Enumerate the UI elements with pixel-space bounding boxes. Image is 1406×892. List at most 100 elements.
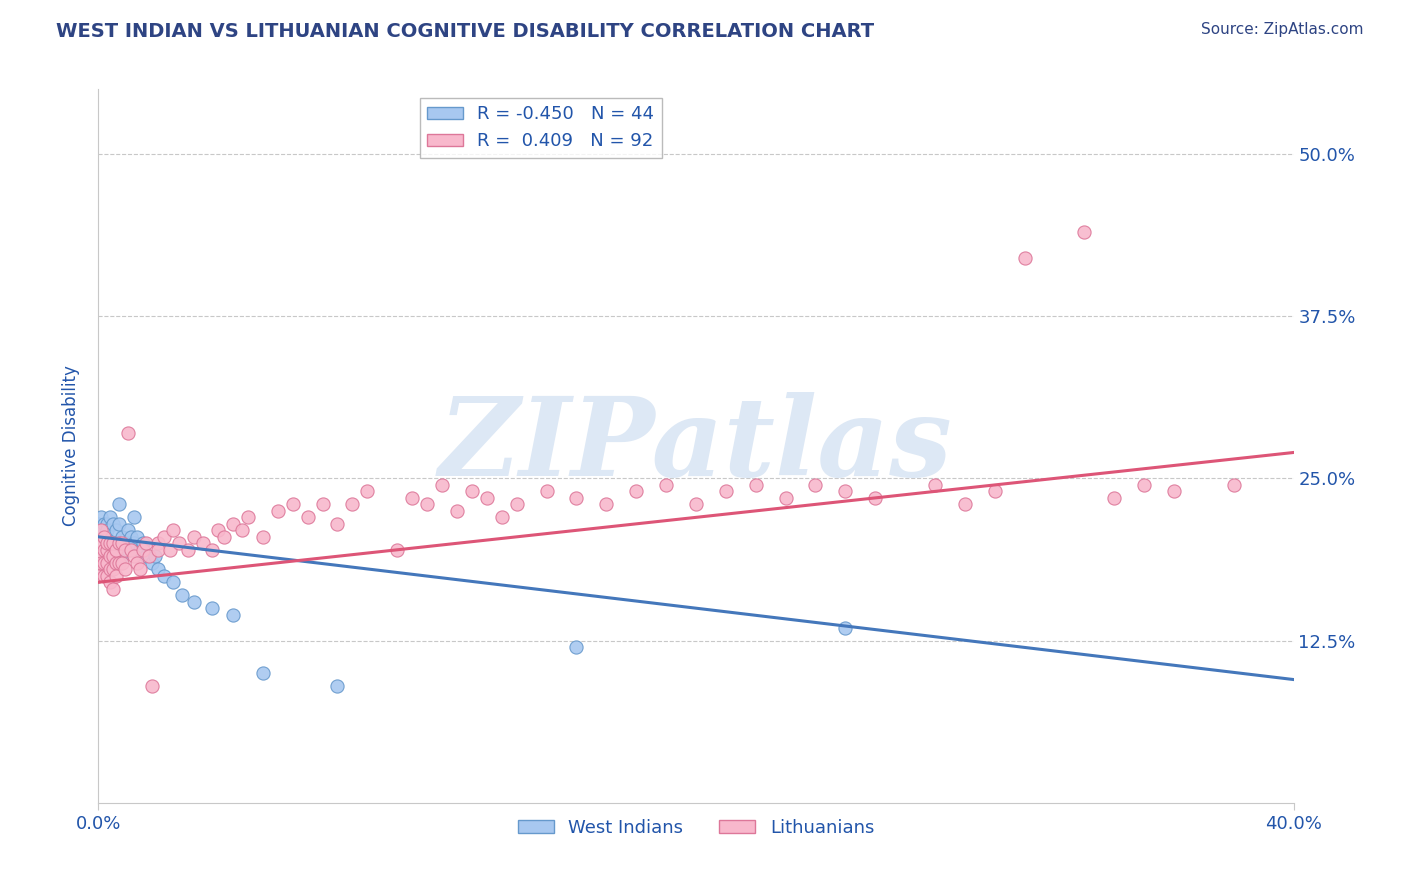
Point	[281, 497, 304, 511]
Point	[103, 549, 125, 564]
Point	[416, 497, 439, 511]
Point	[98, 510, 122, 524]
Point	[108, 497, 131, 511]
Point	[98, 562, 122, 576]
Point	[865, 491, 887, 505]
Point	[183, 595, 205, 609]
Point	[111, 556, 134, 570]
Point	[1104, 491, 1126, 505]
Point	[90, 524, 112, 538]
Point	[1014, 251, 1036, 265]
Point	[311, 497, 333, 511]
Point	[401, 491, 423, 505]
Point	[105, 556, 128, 570]
Point	[98, 549, 122, 564]
Point	[105, 568, 128, 582]
Point	[326, 679, 349, 693]
Point	[120, 530, 142, 544]
Point	[103, 562, 125, 576]
Point	[93, 568, 115, 582]
Point	[153, 530, 176, 544]
Point	[108, 516, 131, 531]
Point	[96, 542, 118, 557]
Point	[96, 536, 118, 550]
Point	[90, 524, 112, 538]
Point	[565, 491, 588, 505]
Point	[124, 536, 146, 550]
Point	[565, 640, 588, 654]
Point	[108, 536, 131, 550]
Point	[834, 621, 856, 635]
Point	[177, 542, 200, 557]
Point	[446, 504, 468, 518]
Point	[129, 562, 152, 576]
Point	[326, 516, 349, 531]
Point	[129, 542, 152, 557]
Point	[172, 588, 194, 602]
Point	[108, 536, 131, 550]
Legend: West Indians, Lithuanians: West Indians, Lithuanians	[510, 812, 882, 844]
Point	[222, 607, 245, 622]
Point	[834, 484, 856, 499]
Point	[231, 524, 253, 538]
Point	[804, 478, 827, 492]
Y-axis label: Cognitive Disability: Cognitive Disability	[62, 366, 80, 526]
Point	[143, 549, 166, 564]
Point	[96, 524, 118, 538]
Point	[98, 575, 122, 590]
Point	[111, 536, 134, 550]
Point	[96, 516, 118, 531]
Point	[207, 524, 229, 538]
Point	[98, 536, 122, 550]
Point	[93, 542, 115, 557]
Point	[117, 425, 139, 440]
Point	[461, 484, 484, 499]
Point	[201, 601, 224, 615]
Point	[90, 556, 112, 570]
Point	[103, 516, 125, 531]
Point	[103, 536, 125, 550]
Point	[90, 536, 112, 550]
Point	[1133, 478, 1156, 492]
Point	[103, 582, 125, 596]
Point	[111, 549, 134, 564]
Point	[135, 536, 157, 550]
Point	[117, 542, 139, 557]
Point	[117, 524, 139, 538]
Point	[745, 478, 768, 492]
Point	[108, 556, 131, 570]
Point	[342, 497, 364, 511]
Point	[167, 536, 190, 550]
Point	[1163, 484, 1185, 499]
Point	[506, 497, 529, 511]
Point	[98, 542, 122, 557]
Point	[536, 484, 558, 499]
Point	[953, 497, 976, 511]
Point	[114, 562, 136, 576]
Point	[153, 568, 176, 582]
Point	[475, 491, 498, 505]
Point	[1223, 478, 1246, 492]
Point	[183, 530, 205, 544]
Text: Source: ZipAtlas.com: Source: ZipAtlas.com	[1201, 22, 1364, 37]
Point	[491, 510, 513, 524]
Point	[132, 542, 155, 557]
Point	[655, 478, 678, 492]
Point	[96, 536, 118, 550]
Point	[297, 510, 319, 524]
Point	[124, 549, 146, 564]
Point	[135, 549, 157, 564]
Point	[191, 536, 214, 550]
Point	[105, 524, 128, 538]
Point	[356, 484, 378, 499]
Point	[595, 497, 617, 511]
Point	[103, 549, 125, 564]
Point	[222, 516, 245, 531]
Point	[984, 484, 1007, 499]
Point	[138, 549, 160, 564]
Point	[105, 536, 128, 550]
Text: ZIPatlas: ZIPatlas	[439, 392, 953, 500]
Point	[93, 530, 115, 544]
Point	[127, 530, 149, 544]
Point	[385, 542, 409, 557]
